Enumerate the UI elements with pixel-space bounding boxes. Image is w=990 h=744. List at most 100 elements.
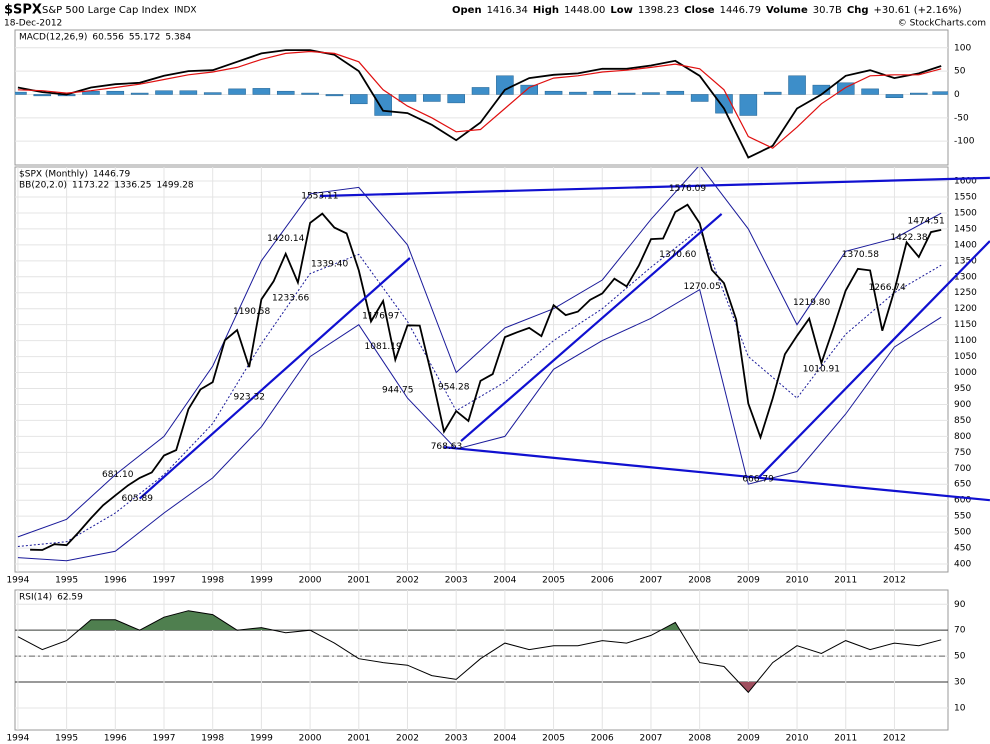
x-tick-label: 2009 [737, 576, 760, 586]
trendline [138, 257, 411, 500]
quote-label: Chg [847, 5, 869, 16]
quote-value: 1398.23 [638, 5, 679, 16]
series-line [30, 203, 942, 551]
x-tick-label: 1995 [55, 734, 78, 744]
legend-label: BB(20,2.0) [19, 181, 67, 191]
x-tick-label: 1995 [55, 576, 78, 586]
y-tick-label: 1450 [954, 224, 977, 234]
legend-reading: 55.172 [129, 33, 161, 43]
y-tick-label: 500 [954, 528, 971, 538]
x-tick-label: 2003 [445, 734, 468, 744]
x-tick-label: 1999 [250, 576, 273, 586]
histogram-bar [155, 90, 173, 95]
price-annotation: 1370.60 [659, 250, 696, 260]
histogram-bar [33, 94, 52, 97]
y-tick-label: 1350 [954, 256, 977, 266]
legend-reading: 1499.28 [156, 181, 193, 191]
legend-reading: 1336.25 [114, 181, 151, 191]
histogram-bar [836, 82, 855, 95]
y-tick-label: 50 [954, 67, 966, 77]
bollinger-upper [17, 167, 942, 538]
x-tick-label: 2011 [834, 734, 857, 744]
y-tick-label: 1150 [954, 320, 977, 330]
x-tick-label: 2004 [493, 576, 516, 586]
trendline [443, 446, 990, 502]
legend: $SPX (Monthly) 1446.79 [19, 170, 130, 180]
x-tick-label: 2009 [737, 734, 760, 744]
x-tick-label: 2006 [591, 734, 614, 744]
histogram-bar [544, 90, 563, 95]
y-tick-label: 90 [954, 600, 966, 610]
y-tick-label: 1200 [954, 304, 977, 314]
x-tick-label: 2011 [834, 576, 857, 586]
y-tick-label: 30 [954, 678, 966, 688]
date: 18-Dec-2012 [4, 19, 62, 29]
y-tick-label: 950 [954, 384, 971, 394]
x-tick-label: 2007 [640, 576, 663, 586]
x-tick-label: 2001 [347, 734, 370, 744]
price-annotation: 1576.09 [669, 184, 706, 194]
y-tick-label: 0 [954, 90, 960, 100]
histogram-bar [423, 94, 441, 102]
histogram-bar [130, 92, 149, 95]
price-annotation: 666.79 [742, 474, 774, 484]
legend-label: RSI(14) [19, 593, 52, 603]
y-tick-label: 50 [954, 652, 966, 662]
y-tick-label: 550 [954, 512, 971, 522]
histogram-bar [739, 94, 758, 116]
series-line [17, 50, 942, 149]
histogram-bar [276, 90, 295, 95]
x-tick-label: 1994 [6, 734, 29, 744]
histogram-bar [325, 94, 344, 97]
price-annotation: 605.89 [121, 494, 153, 504]
bollinger-lower [17, 288, 942, 562]
y-tick-label: 1400 [954, 240, 977, 250]
x-tick-label: 2010 [786, 734, 809, 744]
y-tick-label: 700 [954, 464, 971, 474]
y-tick-label: 900 [954, 400, 971, 410]
price-annotation: 923.32 [233, 393, 265, 403]
y-tick-label: 1550 [954, 193, 977, 203]
bollinger-middle [17, 228, 942, 547]
histogram-bar [666, 90, 685, 95]
price-annotation: 954.28 [438, 383, 470, 393]
x-tick-label: 1999 [250, 734, 273, 744]
y-tick-label: -100 [954, 137, 975, 147]
trendline [757, 240, 990, 479]
price-annotation: 944.75 [382, 386, 414, 396]
legend: RSI(14) 62.59 [19, 593, 83, 603]
price-annotation: 1081.19 [365, 342, 402, 352]
trendline [319, 176, 990, 198]
x-tick-label: 2004 [493, 734, 516, 744]
histogram-bar [374, 94, 392, 116]
y-tick-label: 1500 [954, 208, 977, 218]
histogram-bar [471, 87, 490, 95]
quote-value: 1416.34 [487, 5, 528, 16]
histogram-bar [496, 75, 514, 95]
plot-area [15, 47, 948, 159]
x-tick-label: 2002 [396, 734, 419, 744]
histogram-bar [910, 92, 928, 95]
x-tick-label: 1997 [153, 576, 176, 586]
legend-label: $SPX (Monthly) [19, 170, 88, 180]
histogram-bar [301, 92, 319, 95]
exchange: INDX [174, 6, 196, 16]
x-tick-label: 1998 [201, 734, 224, 744]
histogram-bar [398, 94, 417, 102]
plot-area [15, 167, 948, 572]
panel [14, 589, 949, 731]
legend-reading: 60.556 [92, 33, 124, 43]
x-tick-label: 2008 [688, 576, 711, 586]
y-tick-label: 400 [954, 560, 971, 570]
y-tick-label: 1600 [954, 177, 977, 187]
symbol: $SPX [4, 3, 42, 18]
quote-value: +30.61 (+2.16%) [874, 5, 962, 16]
histogram-bar [203, 92, 222, 95]
trendline [460, 213, 723, 442]
histogram-bar [569, 91, 587, 95]
price-annotation: 1270.05 [683, 282, 720, 292]
price-annotation: 1553.11 [301, 192, 338, 202]
price-annotation: 1422.38 [890, 233, 927, 243]
price-annotation: 1010.91 [803, 365, 840, 375]
x-tick-label: 2000 [299, 576, 322, 586]
